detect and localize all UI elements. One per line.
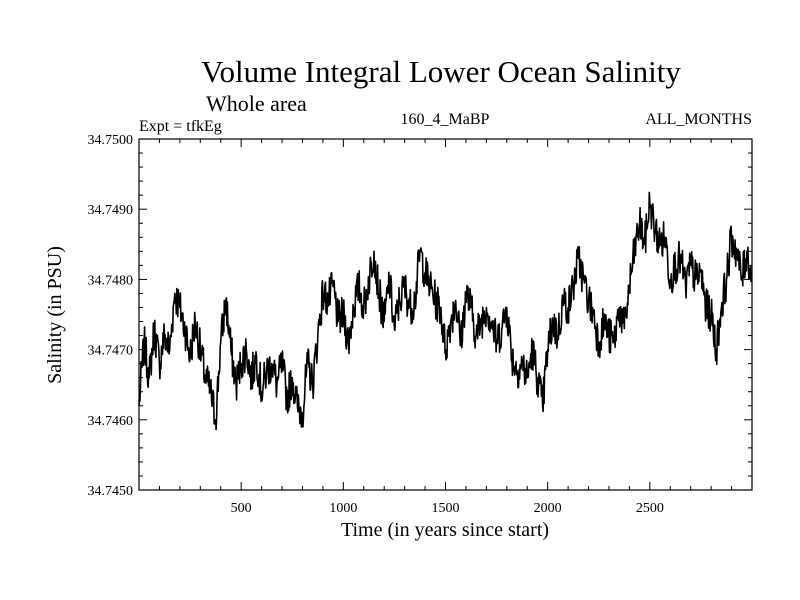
x-tick-label: 1000 (329, 501, 357, 516)
x-tick-label: 1500 (432, 501, 460, 516)
series-line (138, 191, 753, 431)
y-tick-label: 34.7470 (88, 344, 134, 359)
run-label: 160_4_MaBP (401, 111, 490, 128)
months-label: ALL_MONTHS (645, 111, 752, 128)
x-axis-label: Time (in years since start) (341, 519, 549, 541)
y-axis-label: Salinity (in PSU) (44, 246, 66, 384)
expt-label: Expt = tfkEg (139, 118, 222, 135)
x-tick-label: 2500 (636, 501, 664, 516)
x-tick-label: 2000 (534, 501, 562, 516)
y-tick-label: 34.7500 (88, 133, 134, 148)
x-axis-ticks: 500 1000 1500 2000 2500 (158, 139, 733, 516)
chart-title: Volume Integral Lower Ocean Salinity (201, 54, 681, 89)
series-layer (138, 191, 753, 431)
chart-subtitle: Whole area (206, 91, 307, 116)
y-tick-label: 34.7460 (88, 414, 134, 429)
y-tick-label: 34.7450 (88, 484, 134, 499)
y-tick-label: 34.7490 (88, 203, 134, 218)
y-axis-ticks: 34.7450 34.7460 34.7470 34.7480 34.7490 34.75… (88, 133, 752, 499)
y-tick-label: 34.7480 (88, 273, 134, 288)
plot-frame (138, 138, 753, 491)
x-tick-label: 500 (231, 501, 252, 516)
